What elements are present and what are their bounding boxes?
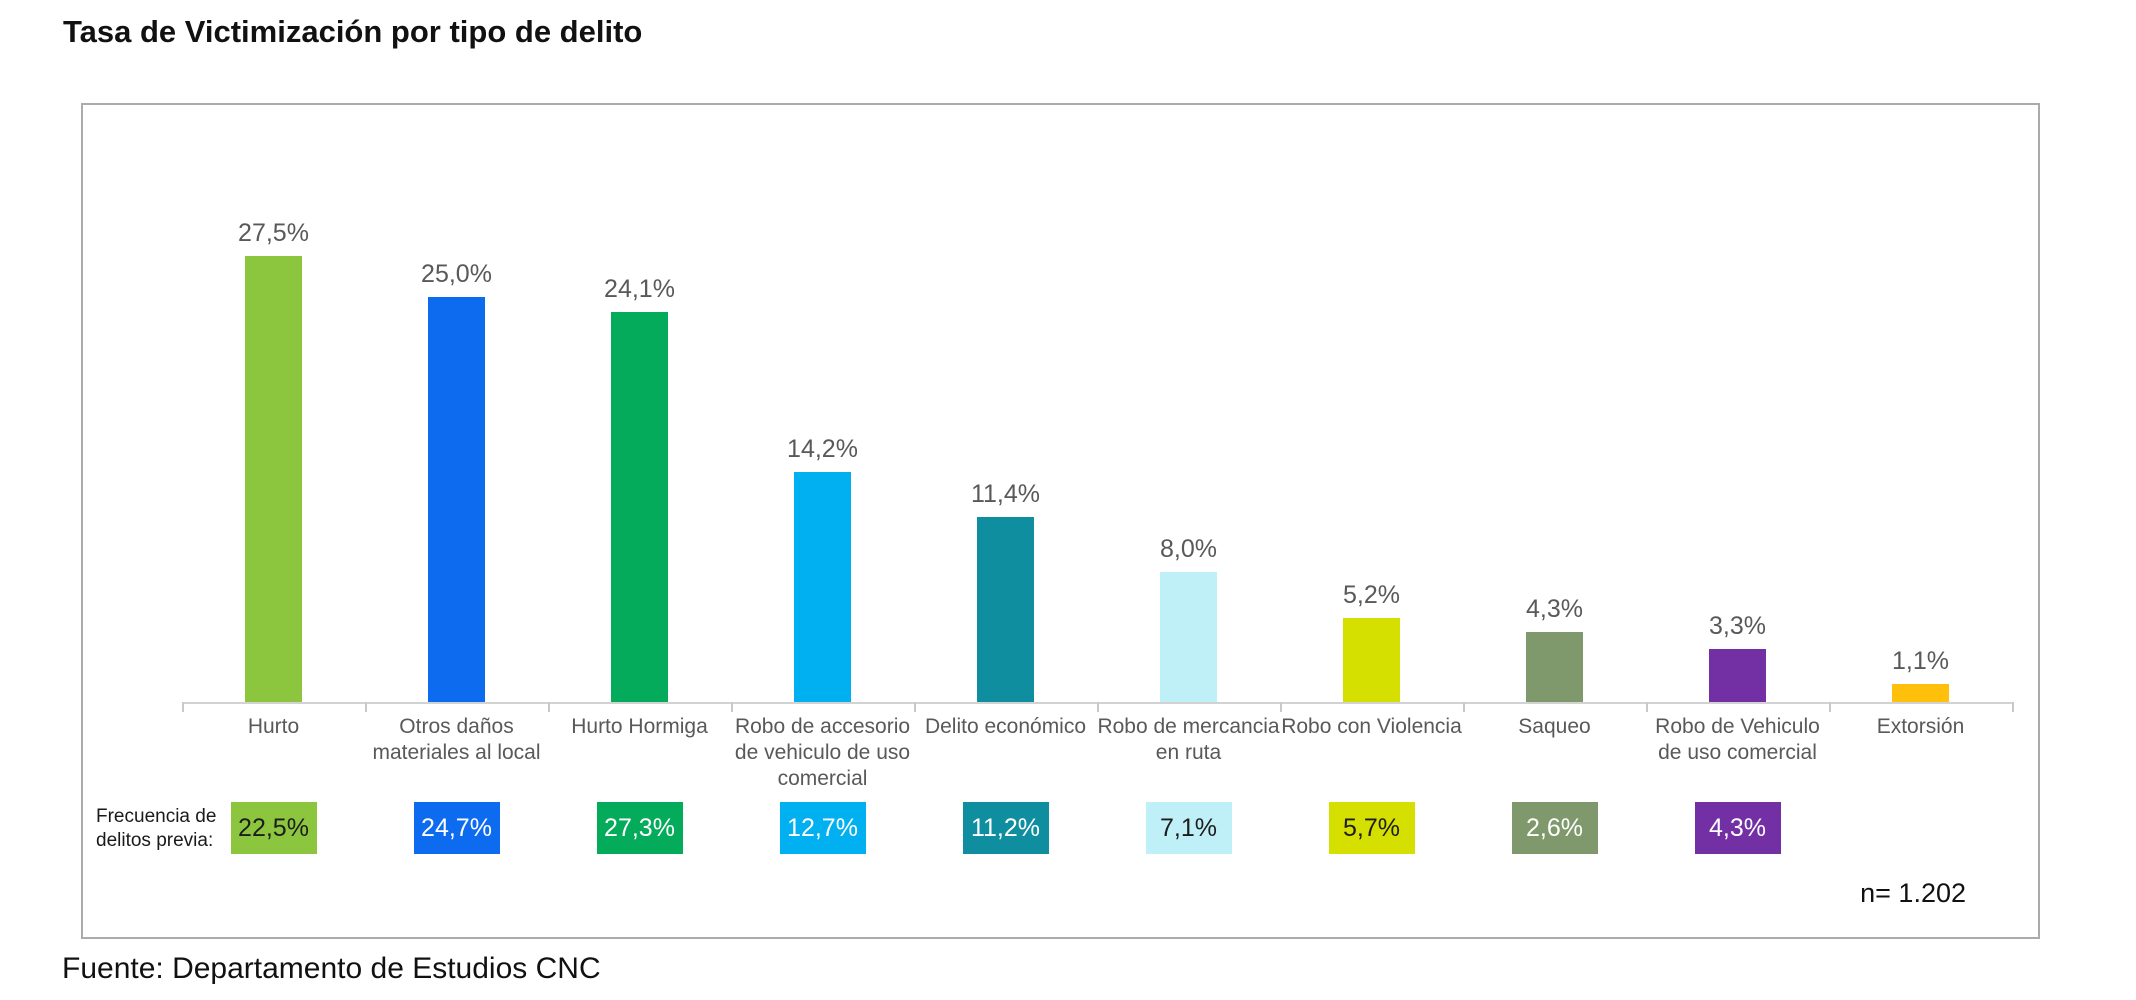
bar [794,472,851,702]
axis-tick [548,702,550,712]
axis-tick [1646,702,1648,712]
bar-value-label: 4,3% [1526,595,1583,623]
bar [1160,572,1217,702]
bar-value-label: 3,3% [1709,612,1766,640]
bar [1709,649,1766,702]
frequency-box: 27,3% [596,802,683,854]
category-label: Extorsión [1876,715,1965,738]
category-label: Otros daños materiales al local [372,715,541,764]
bar [611,312,668,702]
category-label: Hurto [247,715,300,738]
category-label: Hurto Hormiga [571,715,708,738]
bar [245,256,302,702]
axis-tick [731,702,733,712]
bar [1892,684,1949,702]
frequency-box: 5,7% [1328,802,1415,854]
axis-tick [2012,702,2014,712]
category-label: Robo de accesorio de vehiculo de uso com… [734,715,911,790]
axis-tick [182,702,184,712]
axis-tick [365,702,367,712]
bar-value-label: 24,1% [604,275,675,303]
frequency-box: 11,2% [962,802,1049,854]
bar-value-label: 27,5% [238,219,309,247]
bar [428,297,485,702]
frequency-box: 2,6% [1511,802,1598,854]
bar-value-label: 14,2% [787,435,858,463]
frequency-box: 7,1% [1145,802,1232,854]
bar-value-label: 5,2% [1343,581,1400,609]
category-label: Delito económico [924,715,1087,738]
bar-value-label: 11,4% [970,480,1041,508]
category-label: Robo de Vehiculo de uso comercial [1655,715,1820,764]
bar [977,517,1034,702]
axis-tick [1829,702,1831,712]
frequency-box: 12,7% [779,802,866,854]
bar-value-label: 8,0% [1160,535,1217,563]
category-label: Saqueo [1518,715,1591,738]
source-note: Fuente: Departamento de Estudios CNC [62,952,601,985]
bar-value-label: 25,0% [421,260,492,288]
axis-tick [1463,702,1465,712]
frequency-box: 24,7% [413,802,500,854]
category-label: Robo con Violencia [1281,715,1462,738]
axis-tick [914,702,916,712]
frequency-box: 22,5% [230,802,317,854]
category-label: Robo de mercancia en ruta [1097,715,1280,764]
axis-tick [1097,702,1099,712]
frequency-row-label: Frecuencia de delitos previa: [96,806,217,851]
bar [1343,618,1400,702]
axis-tick [1280,702,1282,712]
sample-size-label: n= 1.202 [1860,878,1966,908]
chart-title: Tasa de Victimización por tipo de delito [63,14,643,49]
frequency-box: 4,3% [1694,802,1781,854]
chart-frame: 27,5% Hurto 22,5% 25,0% Otros daños material… [81,103,2040,939]
bar [1526,632,1583,702]
bar-value-label: 1,1% [1892,647,1949,675]
